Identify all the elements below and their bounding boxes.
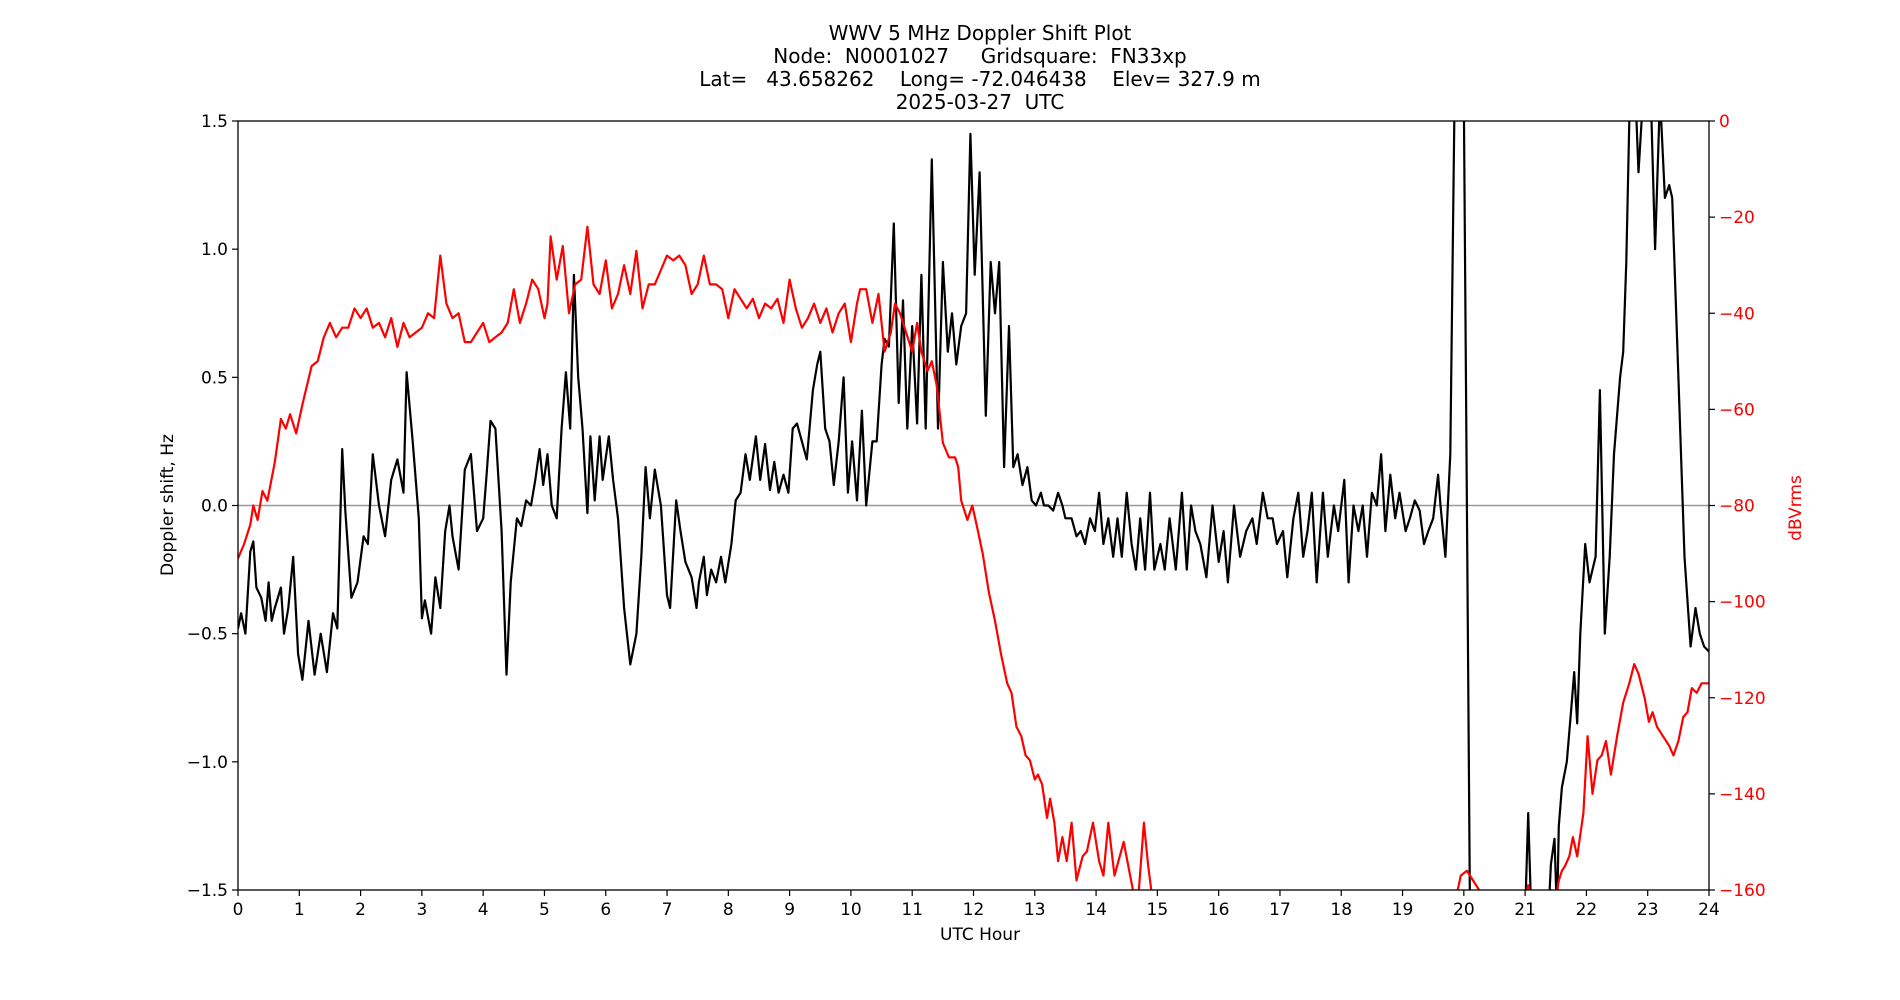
x-tick-label: 6 <box>600 900 611 920</box>
x-tick-label: 15 <box>1147 900 1169 920</box>
right-y-tick-label: −40 <box>1719 304 1755 324</box>
right-y-tick-label: −140 <box>1719 785 1766 805</box>
x-tick-label: 19 <box>1392 900 1414 920</box>
plot-series <box>238 121 1709 890</box>
left-y-tick-label: −1.5 <box>187 881 228 901</box>
x-tick-label: 5 <box>539 900 550 920</box>
x-tick-label: 11 <box>901 900 923 920</box>
x-tick-label: 24 <box>1698 900 1720 920</box>
x-axis-label: UTC Hour <box>940 925 1021 945</box>
x-tick-label: 23 <box>1637 900 1659 920</box>
left-y-tick-label: −0.5 <box>187 625 228 645</box>
x-tick-label: 22 <box>1576 900 1598 920</box>
right-y-axis-ticks: 0 −20 −40 −60 −80 −100 −120 −140 −160 <box>1709 112 1766 901</box>
left-y-tick-label: 1.5 <box>201 112 228 132</box>
left-y-axis-ticks: −1.5 −1.0 −0.5 0.0 0.5 1.0 1.5 <box>187 112 238 901</box>
x-tick-label: 0 <box>233 900 244 920</box>
x-tick-label: 18 <box>1330 900 1352 920</box>
chart-subtitle-node: Node: N0001027 Gridsquare: FN33xp <box>773 44 1187 68</box>
left-y-axis-label: Doppler shift, Hz <box>158 434 178 576</box>
power-trace <box>1549 662 1709 890</box>
x-tick-label: 20 <box>1453 900 1475 920</box>
x-tick-label: 10 <box>840 900 862 920</box>
x-tick-label: 21 <box>1514 900 1536 920</box>
x-axis-ticks: 0 1 2 3 4 5 6 7 8 9 10 11 12 13 14 15 16 17 18 19 20 21 22 23 24 <box>233 890 1720 920</box>
left-y-tick-label: 0.5 <box>201 368 228 388</box>
right-y-tick-label: −60 <box>1719 400 1755 420</box>
left-y-tick-label: 0.0 <box>201 497 228 517</box>
x-tick-label: 8 <box>723 900 734 920</box>
x-tick-label: 13 <box>1024 900 1046 920</box>
x-tick-label: 4 <box>478 900 489 920</box>
x-tick-label: 16 <box>1208 900 1230 920</box>
x-tick-label: 2 <box>355 900 366 920</box>
chart-subtitle-location: Lat= 43.658262 Long= -72.046438 Elev= 32… <box>699 67 1261 91</box>
x-tick-label: 9 <box>784 900 795 920</box>
left-y-tick-label: −1.0 <box>187 753 228 773</box>
left-y-tick-label: 1.0 <box>201 240 228 260</box>
right-y-tick-label: −20 <box>1719 208 1755 228</box>
right-y-tick-label: −80 <box>1719 497 1755 517</box>
x-tick-label: 7 <box>662 900 673 920</box>
doppler-trace <box>238 121 1709 890</box>
right-y-tick-label: 0 <box>1719 112 1730 132</box>
right-y-axis-label: dBVrms <box>1786 475 1806 541</box>
power-trace <box>1456 869 1481 890</box>
x-tick-label: 3 <box>416 900 427 920</box>
chart-subtitle-date: 2025-03-27 UTC <box>895 90 1065 114</box>
right-y-tick-label: −120 <box>1719 689 1766 709</box>
right-y-tick-label: −100 <box>1719 593 1766 613</box>
x-tick-label: 14 <box>1085 900 1107 920</box>
x-tick-label: 12 <box>963 900 985 920</box>
right-y-tick-label: −160 <box>1719 881 1766 901</box>
chart-title: WWV 5 MHz Doppler Shift Plot <box>828 21 1132 45</box>
x-tick-label: 17 <box>1269 900 1291 920</box>
x-tick-label: 1 <box>294 900 305 920</box>
power-trace <box>1526 884 1531 890</box>
power-trace <box>238 225 1153 890</box>
